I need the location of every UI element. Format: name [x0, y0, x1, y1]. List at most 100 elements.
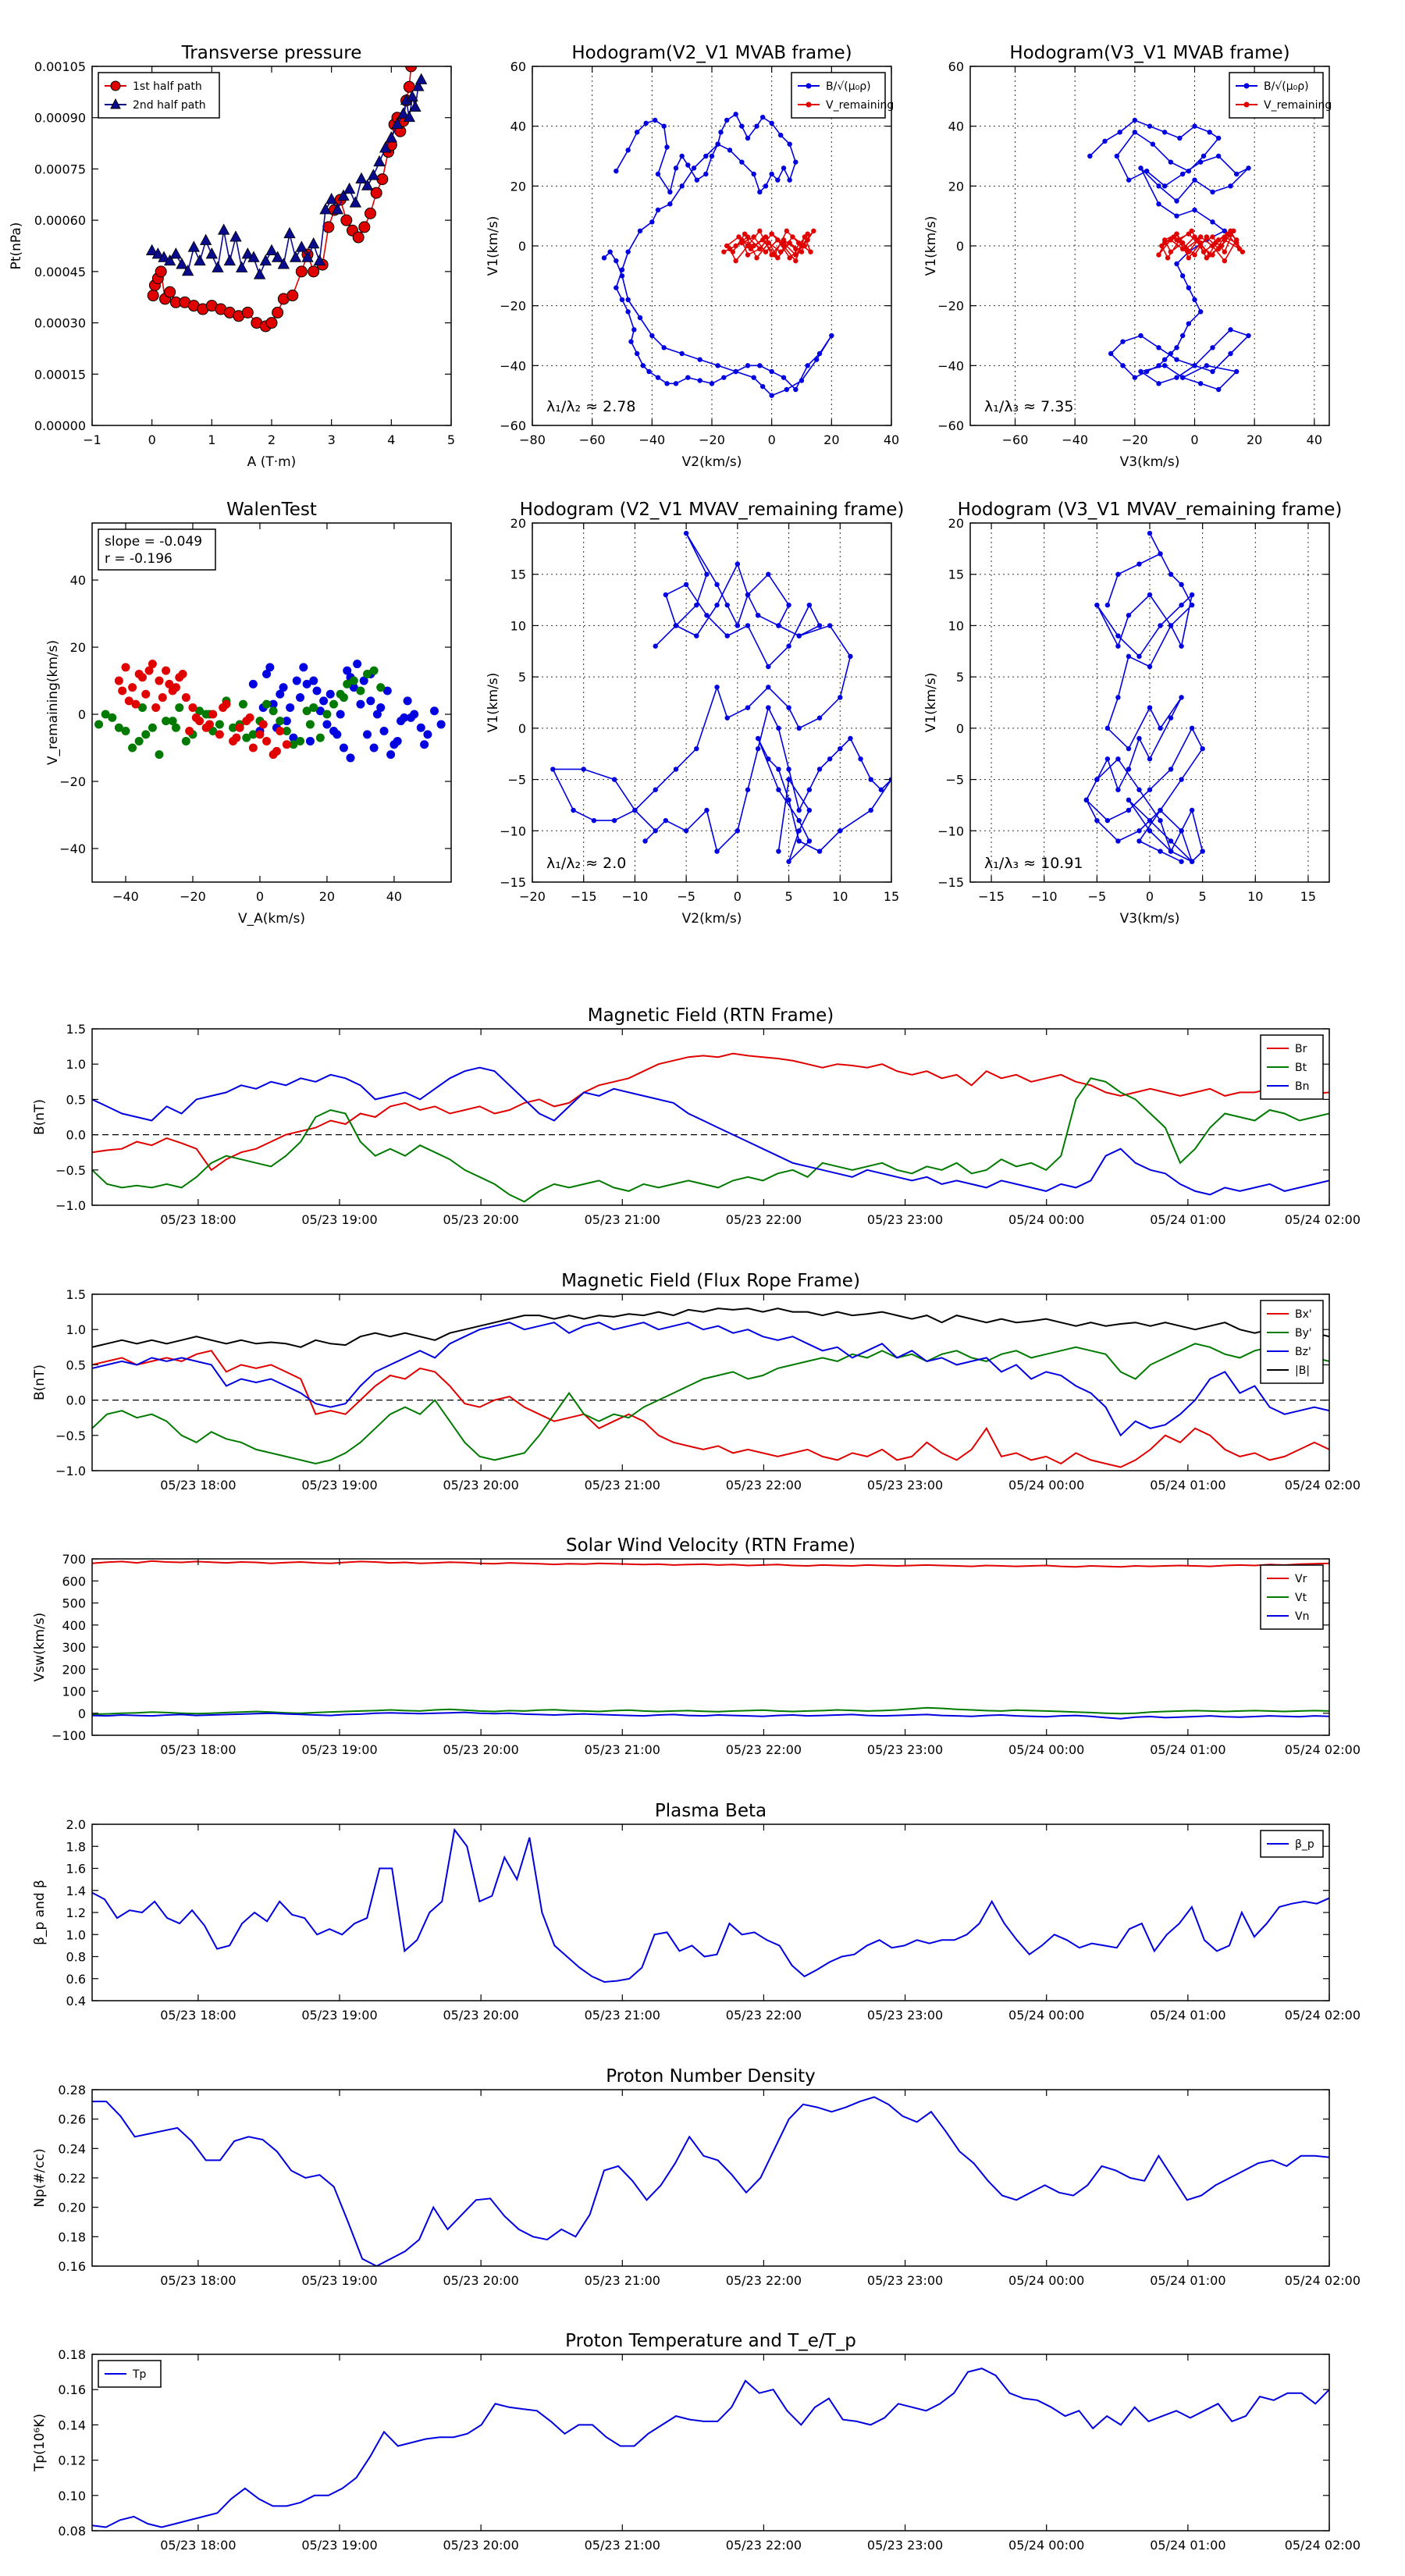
y-tick-label: 5: [518, 670, 526, 685]
data-point: [337, 189, 350, 201]
y-tick-label: −0.5: [55, 1429, 86, 1443]
y-axis-label: Tp(10⁶K): [32, 2414, 48, 2472]
data-point: [205, 247, 219, 259]
data-point: [787, 240, 792, 246]
data-point: [1231, 228, 1236, 234]
data-point: [649, 219, 655, 225]
data-point: [664, 144, 670, 150]
data-point: [766, 571, 771, 577]
data-point: [735, 561, 741, 567]
data-point: [1236, 246, 1243, 252]
data-point: [1168, 249, 1174, 254]
data-point: [550, 767, 556, 772]
chart-title: Transverse pressure: [181, 43, 362, 63]
data-point: [776, 623, 781, 628]
chart-title: Hodogram(V2_V1 MVAB frame): [571, 43, 852, 63]
data-point: [176, 258, 188, 269]
data-point: [289, 733, 298, 742]
plot-frame: [91, 522, 452, 883]
legend-label: Tp: [132, 2368, 147, 2381]
data-point: [1215, 386, 1222, 393]
data-point: [145, 244, 158, 255]
data-point: [655, 207, 661, 213]
data-point: [1126, 797, 1132, 803]
data-point: [735, 828, 741, 834]
data-point: [1114, 153, 1120, 159]
plot-frame: [91, 2354, 1330, 2532]
data-point: [751, 171, 756, 177]
data-point: [757, 228, 763, 234]
data-point: [724, 633, 730, 639]
data-point: [793, 252, 799, 258]
x-tick-label: 05/24 01:00: [1150, 1742, 1225, 1757]
legend-label: Vt: [1295, 1592, 1307, 1604]
y-tick-label: 0.00075: [34, 162, 86, 176]
data-point: [1115, 571, 1121, 577]
data-point: [1094, 817, 1100, 824]
data-point: [1083, 797, 1090, 803]
data-point: [1147, 705, 1153, 710]
plot-area: [601, 112, 834, 398]
data-point: [714, 685, 720, 690]
data-point: [331, 203, 344, 215]
legend-box: [1260, 1300, 1324, 1384]
data-point: [776, 849, 781, 854]
x-tick-label: 05/23 23:00: [867, 2538, 943, 2553]
x-tick-label: 05/24 00:00: [1008, 1742, 1084, 1757]
chart-t3: 05/23 18:00 05/23 19:00 05/23 20:00 05/23 2…: [32, 1535, 1361, 1757]
data-point: [292, 676, 301, 685]
data-point: [714, 849, 720, 854]
data-point: [1168, 571, 1174, 577]
y-tick-label: 300: [62, 1640, 86, 1655]
data-point: [363, 669, 372, 678]
x-tick-label: 05/23 18:00: [160, 1478, 236, 1493]
data-point: [649, 333, 655, 339]
chart-t4: 05/23 18:00 05/23 19:00 05/23 20:00 05/23 2…: [32, 1801, 1361, 2023]
data-point: [405, 66, 418, 73]
data-point: [414, 73, 428, 84]
y-tick-label: 10: [510, 618, 526, 633]
y-tick-label: −1.0: [55, 1198, 86, 1213]
data-point: [158, 251, 170, 262]
data-point: [322, 710, 332, 719]
data-point: [1195, 237, 1200, 243]
y-tick-label: −40: [937, 358, 964, 373]
data-point: [838, 745, 843, 752]
x-tick-label: 0: [768, 432, 776, 447]
y-tick-label: 600: [62, 1574, 86, 1589]
data-point: [313, 254, 326, 266]
data-point: [703, 153, 709, 159]
y-tick-label: −20: [500, 299, 526, 314]
x-axis-label: V_A(km/s): [238, 911, 305, 927]
data-point: [766, 664, 771, 670]
data-point: [829, 333, 834, 339]
data-point: [661, 123, 667, 129]
data-point: [697, 378, 702, 383]
x-tick-label: 05/23 18:00: [160, 2008, 236, 2023]
data-point: [790, 234, 795, 240]
data-point: [1189, 859, 1195, 864]
plot-area: [94, 660, 446, 763]
data-point: [121, 663, 130, 672]
chart-title: Magnetic Field (Flux Rope Frame): [561, 1271, 860, 1291]
y-tick-label: 0.0: [66, 1393, 86, 1408]
y-tick-label: 0.16: [58, 2382, 86, 2397]
data-point: [393, 736, 402, 745]
y-axis-label: V1(km/s): [486, 673, 501, 733]
data-point: [181, 693, 190, 703]
legend-label: V_remaining: [826, 99, 894, 112]
x-tick-label: −10: [622, 889, 649, 904]
data-point: [607, 249, 613, 254]
data-point: [724, 602, 730, 608]
data-point: [1161, 357, 1168, 362]
chart-title: Plasma Beta: [655, 1801, 767, 1821]
data-point: [1102, 138, 1108, 144]
data-point: [1174, 213, 1179, 219]
chart-p1: −1 0 1 2 3 4 5 0.00000 0.00015 0.00030 0.00045 0.00…: [9, 43, 455, 470]
data-point: [1158, 817, 1163, 824]
data-point: [1147, 530, 1153, 536]
y-axis-label: Np(#/cc): [32, 2148, 48, 2207]
data-point: [727, 148, 733, 153]
x-tick-label: −40: [1062, 432, 1088, 447]
data-point: [94, 720, 104, 729]
